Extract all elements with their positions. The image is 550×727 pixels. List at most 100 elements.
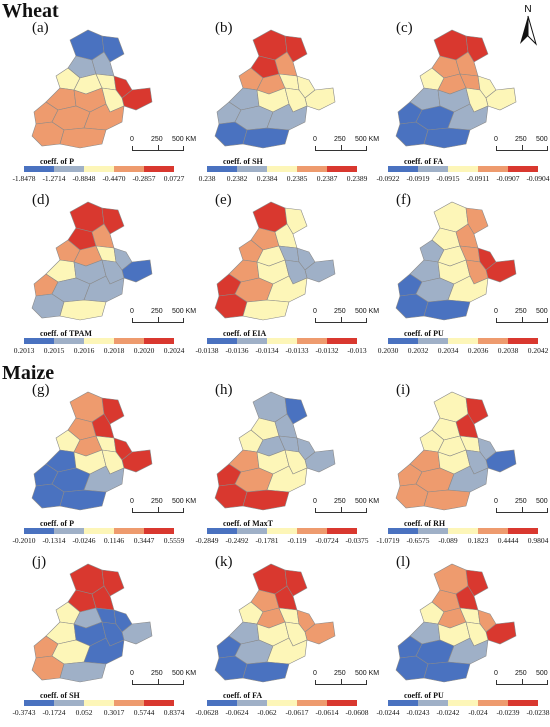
legend-break-label: -0.0608	[345, 708, 369, 717]
scale-bar: 0 250 500 KM	[124, 498, 196, 522]
legend-swatch	[297, 528, 327, 534]
legend-break-label: -0.0242	[436, 708, 460, 717]
legend-break-label: 0.2042	[527, 346, 549, 355]
legend-color-bar	[388, 166, 538, 172]
scale-zero: 0	[130, 670, 134, 677]
legend-break-label: -0.119	[287, 536, 307, 545]
legend-swatch	[114, 338, 144, 344]
legend-swatch	[418, 700, 448, 706]
map-region	[101, 207, 125, 235]
legend-break-label: 0.3017	[103, 708, 125, 717]
scale-end: 500 KM	[536, 670, 550, 677]
legend-break-label: 0.1146	[103, 536, 125, 545]
legend-break-label: 0.2018	[103, 346, 125, 355]
legend-swatch	[24, 166, 54, 172]
legend-color-bar	[207, 166, 357, 172]
legend-color-bar	[207, 528, 357, 534]
scale-mid: 250	[334, 308, 346, 315]
scale-mid: 250	[334, 136, 346, 143]
scale-bar: 0 250 500 KM	[124, 670, 196, 694]
legend-break-label: -0.0628	[195, 708, 219, 717]
map-panel: (h) 0 250 500 KM coeff. of MaxT -0.2849 -0.249…	[193, 380, 379, 555]
scale-bar: 0 250 500 KM	[307, 136, 379, 160]
scale-zero: 0	[130, 498, 134, 505]
legend-labels: -0.2010 -0.1314 -0.0246 0.1146 0.3447 0.5559	[10, 536, 186, 548]
scale-mid: 250	[151, 670, 163, 677]
legend-title: coeff. of SH	[40, 691, 80, 700]
map-panel: (i) 0 250 500 KM coeff. of RH -1.0719 -0.6575-…	[374, 380, 550, 555]
legend-swatch	[297, 338, 327, 344]
legend-color-bar	[207, 700, 357, 706]
choropleth-map	[395, 29, 517, 149]
map-region	[59, 299, 107, 321]
legend-color-bar	[24, 338, 174, 344]
choropleth-map	[395, 201, 517, 321]
legend-break-label: 0.2030	[377, 346, 399, 355]
map-region	[59, 661, 107, 683]
legend-swatch	[267, 700, 297, 706]
legend-break-label: 0.5744	[133, 708, 155, 717]
scale-bar: 0 250 500 KM	[307, 670, 379, 694]
scale-end: 500 KM	[172, 670, 197, 677]
legend-break-label: -0.0244	[376, 708, 400, 717]
legend-swatch	[448, 338, 478, 344]
scale-end: 500 KM	[172, 136, 197, 143]
legend-swatch	[388, 528, 418, 534]
map-region	[455, 413, 479, 439]
choropleth-map	[31, 391, 153, 511]
legend-swatch	[267, 528, 297, 534]
legend-swatch	[114, 700, 144, 706]
scale-end: 500 KM	[172, 308, 197, 315]
choropleth-map	[31, 563, 153, 683]
choropleth-map	[395, 391, 517, 511]
legend-break-label: -0.0133	[285, 346, 309, 355]
legend-swatch	[327, 528, 357, 534]
legend-labels: -0.0628 -0.0624 -0.062 -0.0617 -0.0614 -0.060…	[193, 708, 369, 720]
legend-break-label: -0.3743	[12, 708, 36, 717]
map-region	[91, 585, 115, 611]
scale-bar: 0 250 500 KM	[307, 498, 379, 522]
legend-break-label: -0.0907	[496, 174, 520, 183]
legend-labels: -0.3743 -0.1724 0.052 0.3017 0.5744 0.8374	[10, 708, 186, 720]
panel-letter: (d)	[32, 192, 50, 208]
choropleth-map	[395, 563, 517, 683]
legend-color-bar	[388, 700, 538, 706]
legend-title: coeff. of MaxT	[223, 519, 273, 528]
scale-mid: 250	[151, 136, 163, 143]
legend-break-label: 0.2387	[316, 174, 338, 183]
legend-swatch	[478, 700, 508, 706]
scale-zero: 0	[313, 498, 317, 505]
legend-break-label: 0.3447	[133, 536, 155, 545]
legend-title: coeff. of SH	[223, 157, 263, 166]
legend-labels: 0.2013 0.2015 0.2016 0.2018 0.2020 0.2024	[10, 346, 186, 358]
scale-end: 500 KM	[355, 498, 380, 505]
map-region	[274, 51, 298, 77]
legend-labels: 0.2030 0.2032 0.2034 0.2036 0.2038 0.2042	[374, 346, 550, 358]
legend-break-label: -0.2849	[195, 536, 219, 545]
scale-tick	[341, 317, 342, 323]
legend-swatch	[508, 338, 538, 344]
legend-break-label: 0.5559	[163, 536, 185, 545]
legend-labels: -0.0244 -0.0243 -0.0242 -0.024 -0.0239 -0.023…	[374, 708, 550, 720]
map-region	[242, 661, 290, 683]
legend-break-label: 0.2389	[346, 174, 368, 183]
map-region	[455, 585, 479, 611]
legend-break-label: 0.2016	[73, 346, 95, 355]
legend-break-label: 0.2013	[13, 346, 35, 355]
legend-break-label: 0.2385	[286, 174, 308, 183]
map-region	[284, 207, 308, 235]
legend-break-label: -0.089	[438, 536, 458, 545]
scale-tick	[158, 317, 159, 323]
map-panel: (e) 0 250 500 KM coeff. of EIA -0.0138 -0.0136…	[193, 190, 379, 365]
legend-break-label: 0.238	[198, 174, 216, 183]
legend-break-label: -0.1314	[42, 536, 66, 545]
legend-break-label: 0.2020	[133, 346, 155, 355]
north-label: N	[524, 4, 531, 15]
map-region	[284, 35, 308, 63]
legend-break-label: -0.0375	[345, 536, 369, 545]
scale-zero: 0	[494, 308, 498, 315]
scale-bar: 0 250 500 KM	[124, 136, 196, 160]
legend-break-label: -0.0922	[376, 174, 400, 183]
legend-swatch	[267, 166, 297, 172]
